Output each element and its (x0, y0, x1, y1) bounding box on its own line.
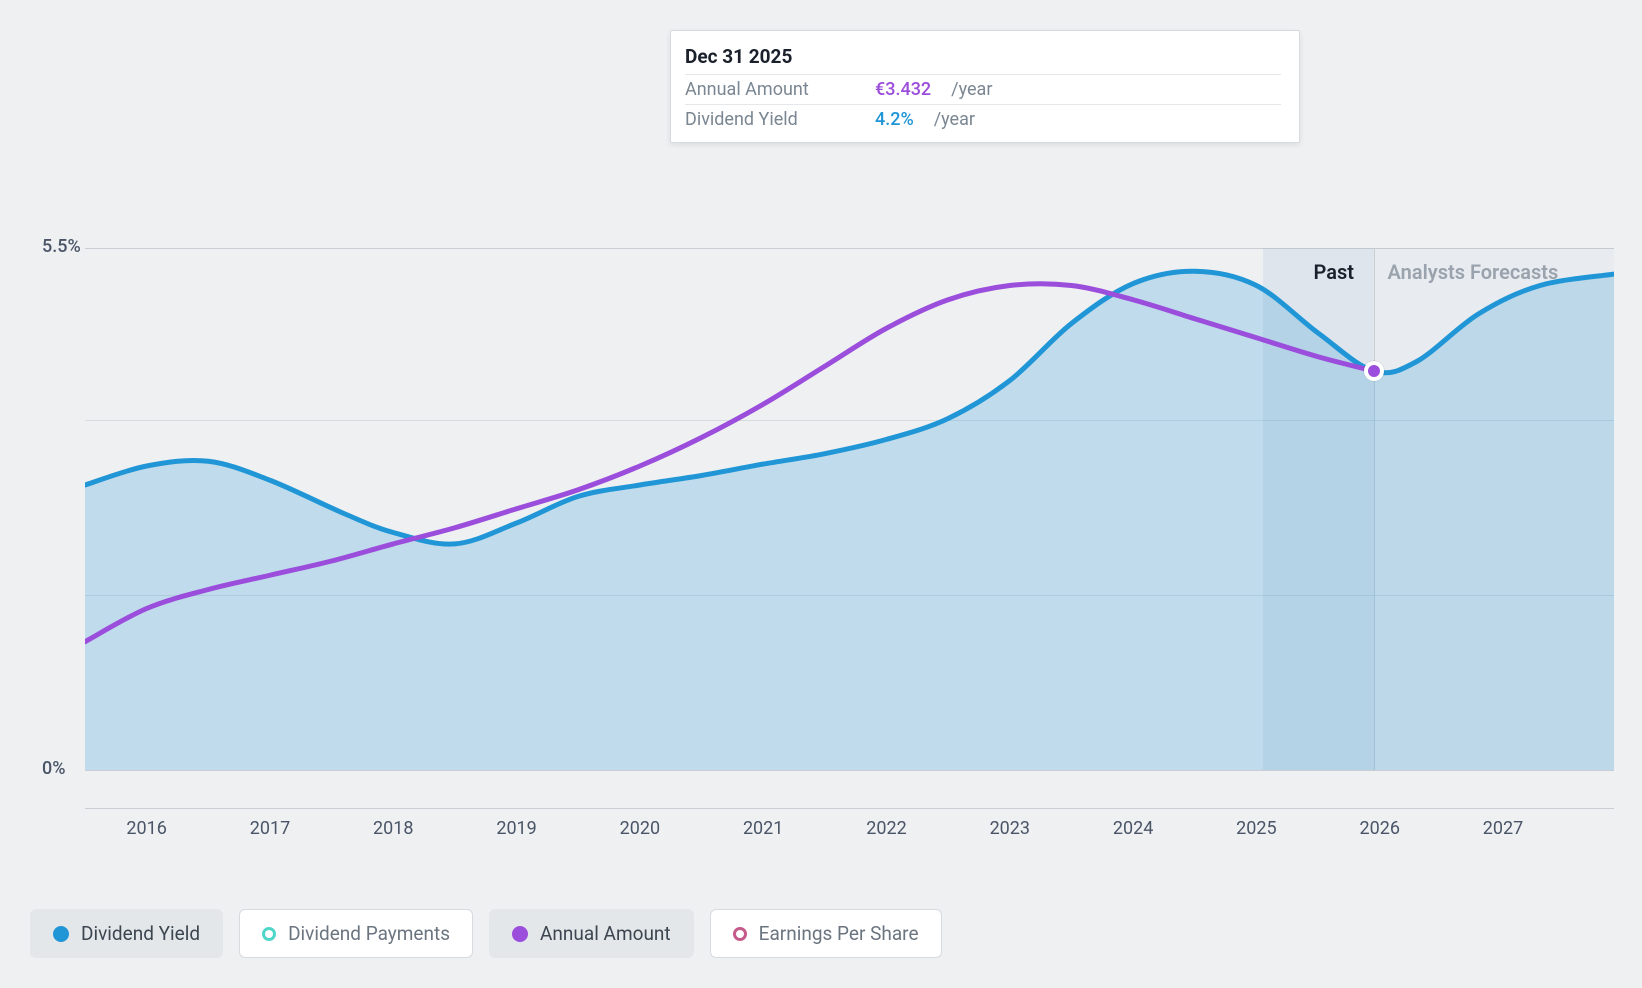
legend-item[interactable]: Dividend Yield (30, 909, 223, 958)
x-axis-label: 2026 (1359, 818, 1399, 839)
legend-label: Earnings Per Share (759, 922, 919, 945)
x-axis-label: 2020 (620, 818, 660, 839)
legend-swatch-icon (262, 927, 276, 941)
tooltip-date: Dec 31 2025 (685, 39, 1281, 74)
legend-item[interactable]: Earnings Per Share (710, 909, 942, 958)
legend-swatch-icon (512, 926, 528, 942)
x-axis-label: 2023 (990, 818, 1030, 839)
dividend-yield-area (85, 271, 1614, 770)
chart-tooltip: Dec 31 2025 Annual Amount€3.432/yearDivi… (670, 30, 1300, 143)
tooltip-row: Dividend Yield4.2%/year (685, 104, 1281, 134)
x-axis-label: 2024 (1113, 818, 1153, 839)
gridline (85, 770, 1614, 771)
y-axis-label: 0% (42, 758, 65, 779)
legend-label: Annual Amount (540, 922, 671, 945)
x-axis-label: 2018 (373, 818, 413, 839)
y-axis-label: 5.5% (42, 236, 81, 257)
x-axis-label: 2021 (743, 818, 783, 839)
legend-swatch-icon (53, 926, 69, 942)
legend-label: Dividend Payments (288, 922, 450, 945)
x-axis-label: 2027 (1483, 818, 1523, 839)
x-axis-label: 2019 (496, 818, 536, 839)
legend-label: Dividend Yield (81, 922, 200, 945)
legend-item[interactable]: Dividend Payments (239, 909, 473, 958)
x-axis-label: 2025 (1236, 818, 1276, 839)
legend-swatch-icon (733, 927, 747, 941)
dividend-chart: 0%5.5% PastAnalysts Forecasts 2016201720… (0, 0, 1642, 988)
x-axis-label: 2016 (126, 818, 166, 839)
x-axis-label: 2017 (250, 818, 290, 839)
chart-legend: Dividend Yield Dividend Payments Annual Am… (30, 909, 942, 958)
legend-item[interactable]: Annual Amount (489, 909, 694, 958)
tooltip-row: Annual Amount€3.432/year (685, 74, 1281, 104)
chart-plot[interactable] (85, 200, 1614, 770)
x-axis-label: 2022 (866, 818, 906, 839)
